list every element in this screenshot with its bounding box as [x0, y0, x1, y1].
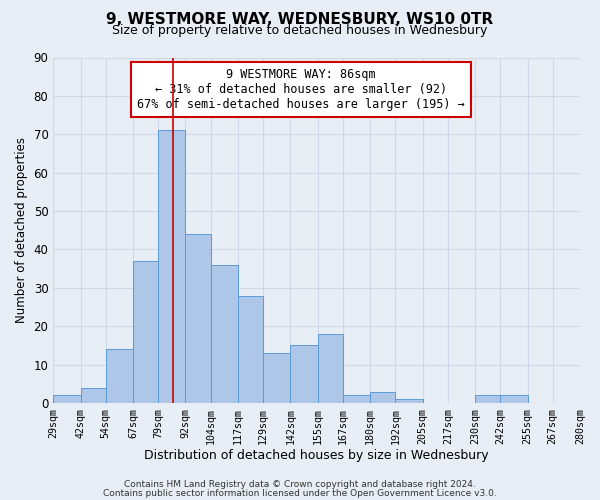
Text: Contains HM Land Registry data © Crown copyright and database right 2024.: Contains HM Land Registry data © Crown c…	[124, 480, 476, 489]
Y-axis label: Number of detached properties: Number of detached properties	[15, 138, 28, 324]
Text: 9 WESTMORE WAY: 86sqm
← 31% of detached houses are smaller (92)
67% of semi-deta: 9 WESTMORE WAY: 86sqm ← 31% of detached …	[137, 68, 465, 111]
Bar	[238, 296, 263, 403]
Text: Size of property relative to detached houses in Wednesbury: Size of property relative to detached ho…	[112, 24, 488, 37]
Bar	[370, 392, 395, 403]
Bar	[106, 350, 133, 403]
Bar	[133, 261, 158, 403]
Bar	[80, 388, 106, 403]
Bar	[211, 265, 238, 403]
Text: Contains public sector information licensed under the Open Government Licence v3: Contains public sector information licen…	[103, 488, 497, 498]
Bar	[290, 346, 317, 403]
Bar	[53, 396, 80, 403]
Bar	[158, 130, 185, 403]
Bar	[475, 396, 500, 403]
Bar	[317, 334, 343, 403]
Bar	[185, 234, 211, 403]
Bar	[263, 353, 290, 403]
Bar	[395, 399, 422, 403]
Bar	[500, 396, 527, 403]
X-axis label: Distribution of detached houses by size in Wednesbury: Distribution of detached houses by size …	[145, 450, 489, 462]
Bar	[343, 396, 370, 403]
Text: 9, WESTMORE WAY, WEDNESBURY, WS10 0TR: 9, WESTMORE WAY, WEDNESBURY, WS10 0TR	[106, 12, 494, 28]
